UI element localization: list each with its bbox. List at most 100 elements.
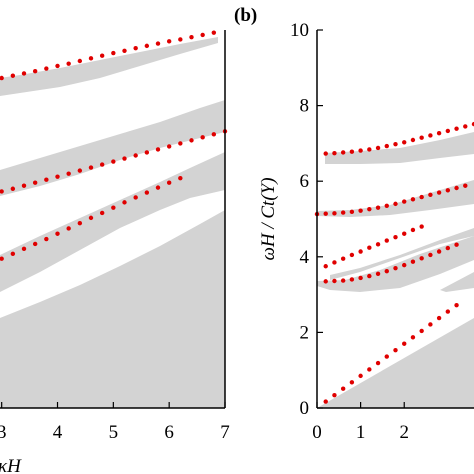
left-series-0-point <box>211 30 217 35</box>
right-series-4-point <box>419 328 424 334</box>
right-series-4-point <box>332 392 337 398</box>
right-series-3-point <box>323 264 328 269</box>
left-x-tick-label: 7 <box>220 422 230 443</box>
right-series-3-point <box>410 227 416 233</box>
left-x-axis-title: κH <box>0 456 22 474</box>
right-series-1-point <box>463 183 468 188</box>
right-x-tick-label: 1 <box>356 422 366 443</box>
left-shaded-bands <box>0 37 225 408</box>
right-series-3-point <box>367 245 372 250</box>
right-series-0-point <box>367 147 372 152</box>
right-series-2-point <box>375 271 381 277</box>
left-x-tick-label: 3 <box>0 422 6 443</box>
right-series-4-point <box>445 309 451 314</box>
right-series-2-point <box>402 262 407 268</box>
right-band-fourth <box>330 228 474 280</box>
right-series-1-point <box>349 209 355 215</box>
left-series-1-point <box>200 135 205 140</box>
left-series-0-point <box>178 37 183 42</box>
left-series-1-point <box>77 168 83 173</box>
left-x-tick-label: 4 <box>53 422 63 443</box>
left-series-0-point <box>200 32 205 38</box>
left-band-top <box>0 37 218 96</box>
right-series-2-point <box>428 252 433 258</box>
right-series-0-point <box>393 141 398 147</box>
right-series-0-point <box>402 140 407 145</box>
right-series-1-point <box>445 188 451 193</box>
right-series-3-point <box>402 231 407 236</box>
left-series-0-point <box>189 34 194 40</box>
left-series-1-point <box>178 141 183 146</box>
right-series-4-point <box>393 347 398 353</box>
left-series-2-point <box>66 226 71 231</box>
left-series-2-point <box>0 256 4 261</box>
right-series-4-point <box>428 322 433 327</box>
left-series-0-point <box>66 61 71 66</box>
right-series-1-point <box>393 201 398 207</box>
right-ticks: 0 1 2 0 2 4 6 8 10 <box>290 20 409 443</box>
right-y-axis-title: ωH / Ct(Y) <box>258 177 279 260</box>
right-y-tick-label: 4 <box>300 247 310 268</box>
right-series-2-point <box>384 268 389 274</box>
right-y-tick-label: 10 <box>290 20 309 41</box>
left-series-0-point <box>111 50 116 56</box>
right-series-4-point <box>410 335 416 340</box>
left-series-1-point <box>32 180 38 185</box>
right-x-tick-label: 0 <box>312 422 322 443</box>
right-y-tick-label: 6 <box>300 171 310 192</box>
right-series-1-point <box>410 197 416 202</box>
left-series-1-point <box>155 147 161 152</box>
right-series-2-point <box>410 259 416 264</box>
left-series-1-point <box>166 144 172 149</box>
right-series-4-point <box>375 360 381 366</box>
left-series-1-point <box>55 174 60 179</box>
right-series-0-point <box>332 151 337 156</box>
right-series-0-point <box>375 145 381 151</box>
right-series-1-point <box>436 190 442 195</box>
right-series-1-point <box>402 199 407 204</box>
left-series-2-point <box>166 180 172 185</box>
right-series-2-point <box>367 273 372 279</box>
left-series-1-point <box>189 138 194 143</box>
left-series-1-point <box>99 162 105 167</box>
left-series-0-point <box>144 43 150 49</box>
right-series-0-point <box>410 137 416 143</box>
right-series-2-point <box>332 278 337 284</box>
right-series-3-point <box>384 238 389 243</box>
right-series-0-point <box>436 130 442 136</box>
right-series-2-point <box>340 278 346 283</box>
right-series-2-point <box>349 277 355 282</box>
right-series-4-point <box>367 367 372 372</box>
right-series-2-point <box>393 265 398 271</box>
right-series-2-point <box>436 249 442 254</box>
left-series-2-point <box>155 185 161 190</box>
left-band-middle <box>0 100 225 196</box>
left-series-0-point <box>21 71 27 76</box>
right-series-1-point <box>428 192 433 198</box>
left-series-2-point <box>55 231 60 236</box>
right-series-4-point <box>340 386 346 391</box>
right-band-top <box>325 132 474 164</box>
right-panel: (b) 0 1 2 0 2 4 6 8 10 ωH / Ct(Y) <box>234 5 474 443</box>
right-band-second <box>317 180 474 217</box>
left-series-1-point <box>111 159 116 164</box>
left-series-1-point <box>144 150 150 155</box>
left-series-2-point <box>21 246 27 252</box>
right-series-1-point <box>367 206 372 212</box>
left-series-0-point <box>122 48 127 53</box>
left-series-1-point <box>44 177 49 182</box>
left-series-2-point <box>111 205 116 210</box>
right-data-points <box>314 121 474 404</box>
left-x-tick-label: 6 <box>164 422 174 443</box>
right-y-tick-label: 2 <box>300 322 310 343</box>
left-series-0-point <box>10 73 16 78</box>
right-series-0-point <box>471 121 474 127</box>
left-series-1-point <box>10 186 16 191</box>
right-series-0-point <box>445 128 451 134</box>
left-series-2-point <box>122 200 127 205</box>
left-series-1-point <box>21 183 27 188</box>
left-series-0-point <box>44 66 49 71</box>
left-series-0-point <box>155 41 161 46</box>
right-series-2-point <box>454 242 459 247</box>
right-series-4-point <box>358 373 363 379</box>
